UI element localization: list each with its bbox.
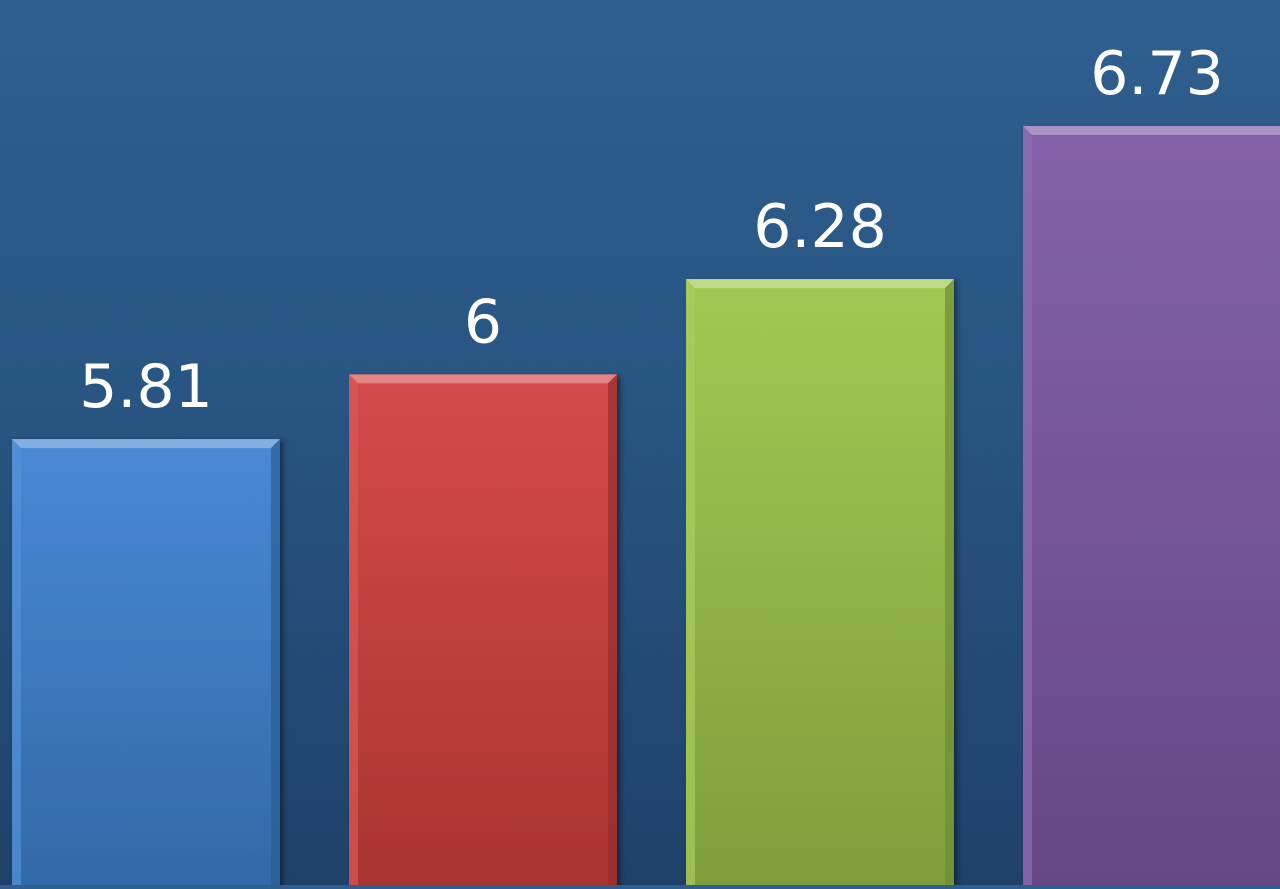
- bar-1: [12, 439, 280, 885]
- bar-bevel-left: [686, 279, 695, 886]
- bar-bevel-right: [608, 374, 617, 885]
- bar-2: [349, 374, 617, 885]
- data-label-1: 5.81: [79, 352, 213, 422]
- bar-body: [686, 279, 954, 886]
- bar-bevel-top: [686, 279, 954, 289]
- bar-4: [1023, 125, 1280, 885]
- bar-bevel-top: [1023, 125, 1280, 135]
- bar-body: [12, 439, 280, 885]
- bar-3: [686, 279, 954, 886]
- bars-layer: [12, 125, 1280, 886]
- data-labels-layer: 5.81 6 6.28 6.73: [79, 39, 1224, 422]
- bar-bevel-top: [12, 439, 280, 449]
- data-label-2: 6: [464, 287, 502, 357]
- data-label-3: 6.28: [753, 192, 887, 262]
- bar-bevel-left: [349, 374, 358, 885]
- bar-bevel-left: [1023, 125, 1032, 885]
- bar-body: [349, 374, 617, 885]
- bar-bevel-right: [945, 279, 954, 886]
- bar-bevel-right: [271, 439, 280, 885]
- bar-body: [1023, 125, 1280, 885]
- data-label-4: 6.73: [1090, 39, 1224, 109]
- bar-bevel-left: [12, 439, 21, 885]
- bar-bevel-top: [349, 374, 617, 384]
